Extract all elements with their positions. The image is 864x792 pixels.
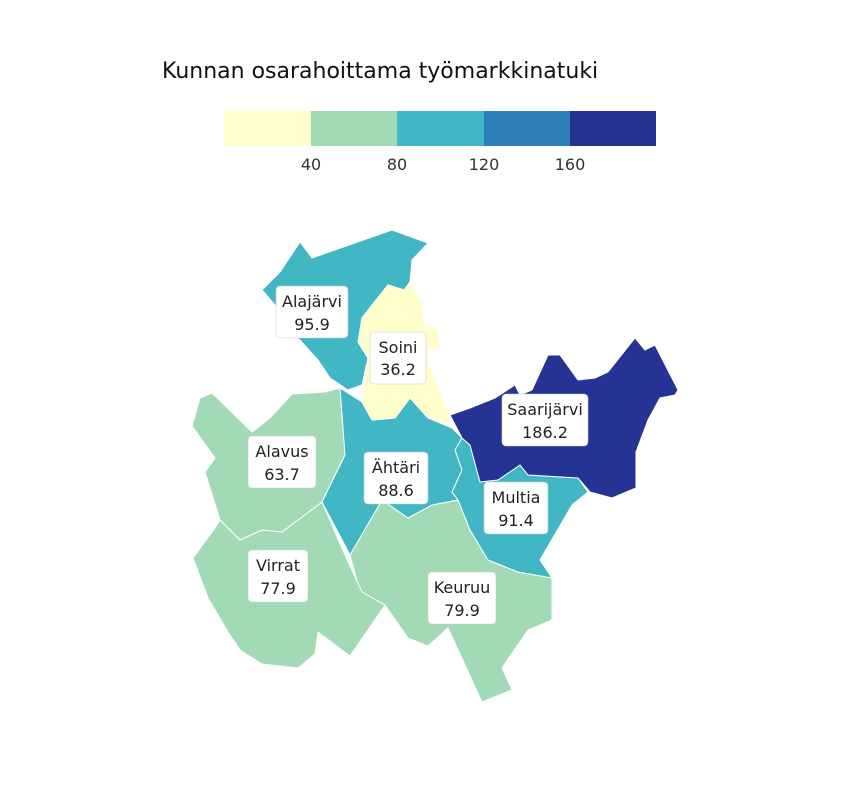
legend-swatch-1 [224, 111, 311, 146]
label-value: 91.4 [498, 511, 534, 530]
legend-tick-40: 40 [301, 155, 321, 174]
label-alavus: Alavus 63.7 [247, 435, 317, 489]
label-keuruu: Keuruu 79.9 [427, 571, 497, 625]
legend-swatch-5 [570, 111, 656, 146]
label-alajarvi: Alajärvi 95.9 [275, 285, 349, 339]
label-value: 88.6 [378, 481, 414, 500]
label-saarijarvi: Saarijärvi 186.2 [501, 393, 589, 447]
label-value: 36.2 [380, 360, 416, 379]
label-name: Ähtäri [372, 458, 420, 477]
label-name: Soini [379, 338, 418, 357]
legend-swatch-3 [397, 111, 484, 146]
label-value: 77.9 [260, 579, 296, 598]
legend-swatch-4 [484, 111, 570, 146]
label-name: Saarijärvi [507, 400, 583, 419]
label-name: Alajärvi [282, 292, 342, 311]
label-name: Alavus [255, 442, 308, 461]
label-name: Multia [492, 488, 541, 507]
label-virrat: Virrat 77.9 [247, 549, 309, 603]
legend-tick-80: 80 [387, 155, 407, 174]
label-value: 79.9 [444, 601, 480, 620]
label-name: Virrat [256, 556, 300, 575]
label-soini: Soini 36.2 [369, 331, 427, 385]
legend-tick-160: 160 [555, 155, 586, 174]
legend: 40 80 120 160 [224, 111, 656, 174]
label-value: 186.2 [522, 423, 568, 442]
label-ahtari: Ähtäri 88.6 [363, 451, 429, 505]
label-value: 63.7 [264, 465, 300, 484]
label-name: Keuruu [434, 578, 491, 597]
legend-swatch-2 [311, 111, 397, 146]
labels: Alajärvi 95.9 Soini 36.2 Saarijärvi 186.… [247, 285, 589, 625]
legend-tick-120: 120 [469, 155, 500, 174]
label-multia: Multia 91.4 [483, 481, 549, 535]
map-title: Kunnan osarahoittama työmarkkinatuki [162, 59, 598, 84]
label-value: 95.9 [294, 315, 330, 334]
